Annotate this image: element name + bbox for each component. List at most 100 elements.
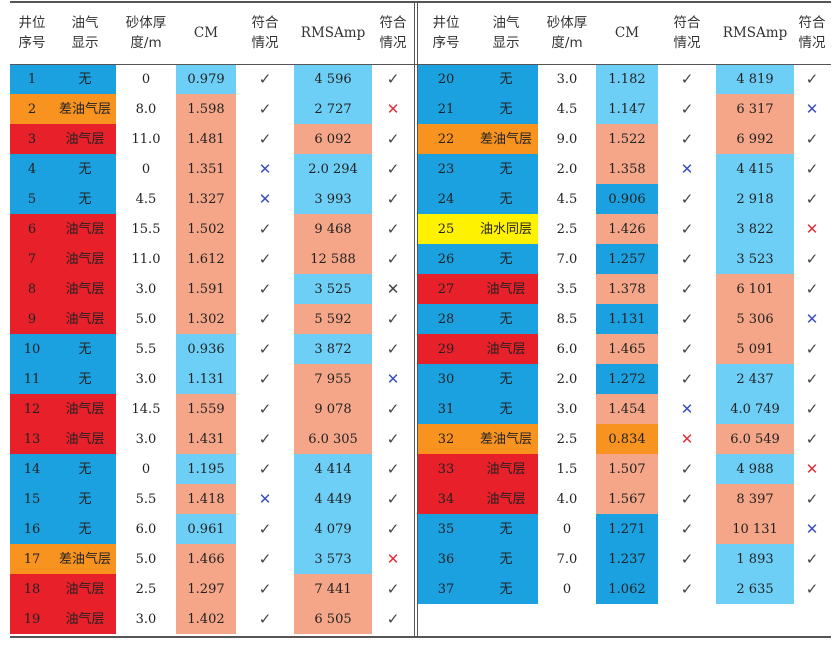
well-no-cell: 11 bbox=[10, 364, 54, 394]
well-no-cell: 28 bbox=[418, 304, 474, 334]
well-no-cell: 21 bbox=[418, 94, 474, 124]
header-line: 井位 bbox=[18, 15, 46, 31]
rmsamp-match-cross-icon: ✕ bbox=[805, 459, 819, 478]
well-no-cell: 22 bbox=[418, 124, 474, 154]
well-no-cell: 16 bbox=[10, 514, 54, 544]
rmsamp-match-check-icon: ✓ bbox=[386, 69, 400, 88]
oil-gas-display-cell: 无 bbox=[54, 364, 116, 394]
well-no-cell: 29 bbox=[418, 334, 474, 364]
oil-gas-display-cell: 无 bbox=[474, 154, 538, 184]
rmsamp-match-check-icon: ✓ bbox=[386, 249, 400, 268]
cm-cell: 1.378 bbox=[596, 274, 658, 304]
thickness-cell: 11.0 bbox=[131, 251, 161, 267]
thickness-cell: 9.0 bbox=[556, 131, 578, 147]
thickness-cell: 3.0 bbox=[135, 611, 157, 627]
rmsamp-match-check-icon: ✓ bbox=[386, 309, 400, 328]
cm-match-check-icon: ✓ bbox=[258, 579, 272, 598]
oil-gas-display-cell: 差油气层 bbox=[474, 124, 538, 154]
cm-match-check-icon: ✓ bbox=[258, 219, 272, 238]
cm-match-check-icon: ✓ bbox=[258, 249, 272, 268]
cm-cell: 1.297 bbox=[176, 574, 236, 604]
well-no-cell: 13 bbox=[10, 424, 54, 454]
oil-gas-display-cell: 无 bbox=[54, 334, 116, 364]
cm-cell: 1.257 bbox=[596, 244, 658, 274]
thickness-cell: 3.0 bbox=[556, 401, 578, 417]
header-cm-match: 符合 情况 bbox=[236, 2, 294, 64]
header-line: 度/m bbox=[130, 35, 162, 51]
thickness-cell: 7.0 bbox=[556, 551, 578, 567]
rmsamp-match-cross-icon: ✕ bbox=[805, 219, 819, 238]
oil-gas-display-cell: 无 bbox=[474, 574, 538, 604]
thickness-cell: 4.5 bbox=[556, 191, 578, 207]
cm-match-check-icon: ✓ bbox=[680, 189, 694, 208]
panel-divider-left bbox=[414, 1, 416, 637]
thickness-cell: 2.0 bbox=[556, 161, 578, 177]
well-no-cell: 32 bbox=[418, 424, 474, 454]
rmsamp-cell: 3 525 bbox=[294, 274, 372, 304]
cm-cell: 1.591 bbox=[176, 274, 236, 304]
well-no-cell: 20 bbox=[418, 64, 474, 94]
rmsamp-cell: 2 918 bbox=[716, 184, 794, 214]
cm-match-check-icon: ✓ bbox=[680, 489, 694, 508]
well-no-cell: 6 bbox=[10, 214, 54, 244]
cm-cell: 1.327 bbox=[176, 184, 236, 214]
thickness-cell: 2.5 bbox=[556, 431, 578, 447]
oil-gas-display-cell: 油气层 bbox=[474, 274, 538, 304]
cm-match-check-icon: ✓ bbox=[680, 219, 694, 238]
oil-gas-display-cell: 无 bbox=[474, 64, 538, 94]
well-no-cell: 1 bbox=[10, 64, 54, 94]
well-no-cell: 27 bbox=[418, 274, 474, 304]
oil-gas-display-cell: 油气层 bbox=[54, 604, 116, 634]
thickness-cell: 7.0 bbox=[556, 251, 578, 267]
well-no-cell: 14 bbox=[10, 454, 54, 484]
rmsamp-match-cross-icon: ✕ bbox=[386, 369, 400, 388]
well-no-cell: 12 bbox=[10, 394, 54, 424]
rmsamp-cell: 12 588 bbox=[294, 244, 372, 274]
well-no-cell: 5 bbox=[10, 184, 54, 214]
oil-gas-display-cell: 无 bbox=[474, 514, 538, 544]
oil-gas-display-cell: 油气层 bbox=[54, 274, 116, 304]
rmsamp-match-check-icon: ✓ bbox=[805, 129, 819, 148]
cm-cell: 1.418 bbox=[176, 484, 236, 514]
header-sand-thickness: 砂体厚 度/m bbox=[538, 2, 596, 64]
thickness-cell: 4.5 bbox=[556, 101, 578, 117]
well-no-cell: 8 bbox=[10, 274, 54, 304]
oil-gas-display-cell: 油气层 bbox=[54, 244, 116, 274]
cm-match-check-icon: ✓ bbox=[258, 519, 272, 538]
thickness-cell: 15.5 bbox=[131, 221, 161, 237]
rmsamp-match-check-icon: ✓ bbox=[805, 189, 819, 208]
rmsamp-match-check-icon: ✓ bbox=[805, 549, 819, 568]
cm-cell: 1.131 bbox=[596, 304, 658, 334]
cm-match-check-icon: ✓ bbox=[258, 429, 272, 448]
cm-match-check-icon: ✓ bbox=[680, 459, 694, 478]
cm-match-check-icon: ✓ bbox=[680, 369, 694, 388]
header-sand-thickness: 砂体厚 度/m bbox=[116, 2, 176, 64]
oil-gas-display-cell: 油气层 bbox=[54, 394, 116, 424]
well-no-cell: 15 bbox=[10, 484, 54, 514]
rmsamp-match-check-icon: ✓ bbox=[386, 489, 400, 508]
cm-match-check-icon: ✓ bbox=[258, 609, 272, 628]
cm-match-check-icon: ✓ bbox=[680, 129, 694, 148]
cm-cell: 1.507 bbox=[596, 454, 658, 484]
well-no-cell: 26 bbox=[418, 244, 474, 274]
rmsamp-match-check-icon: ✓ bbox=[805, 369, 819, 388]
thickness-cell: 5.0 bbox=[135, 311, 157, 327]
oil-gas-display-cell: 无 bbox=[54, 454, 116, 484]
rmsamp-cell: 3 822 bbox=[716, 214, 794, 244]
cm-cell: 1.559 bbox=[176, 394, 236, 424]
cm-cell: 1.612 bbox=[176, 244, 236, 274]
cm-cell: 0.906 bbox=[596, 184, 658, 214]
header-line: 井位 bbox=[432, 15, 460, 31]
header-oil-gas-display: 油气 显示 bbox=[54, 2, 116, 64]
header-cm-match: 符合 情况 bbox=[658, 2, 716, 64]
cm-cell: 1.182 bbox=[596, 64, 658, 94]
cm-match-cross-icon: ✕ bbox=[680, 429, 694, 448]
rmsamp-cell: 6 092 bbox=[294, 124, 372, 154]
header-line: 情况 bbox=[379, 35, 407, 51]
rmsamp-cell: 4.0 749 bbox=[716, 394, 794, 424]
oil-gas-display-cell: 油气层 bbox=[474, 334, 538, 364]
cm-match-cross-icon: ✕ bbox=[258, 189, 272, 208]
cm-match-cross-icon: ✕ bbox=[258, 159, 272, 178]
cm-cell: 1.567 bbox=[596, 484, 658, 514]
oil-gas-display-cell: 差油气层 bbox=[474, 424, 538, 454]
